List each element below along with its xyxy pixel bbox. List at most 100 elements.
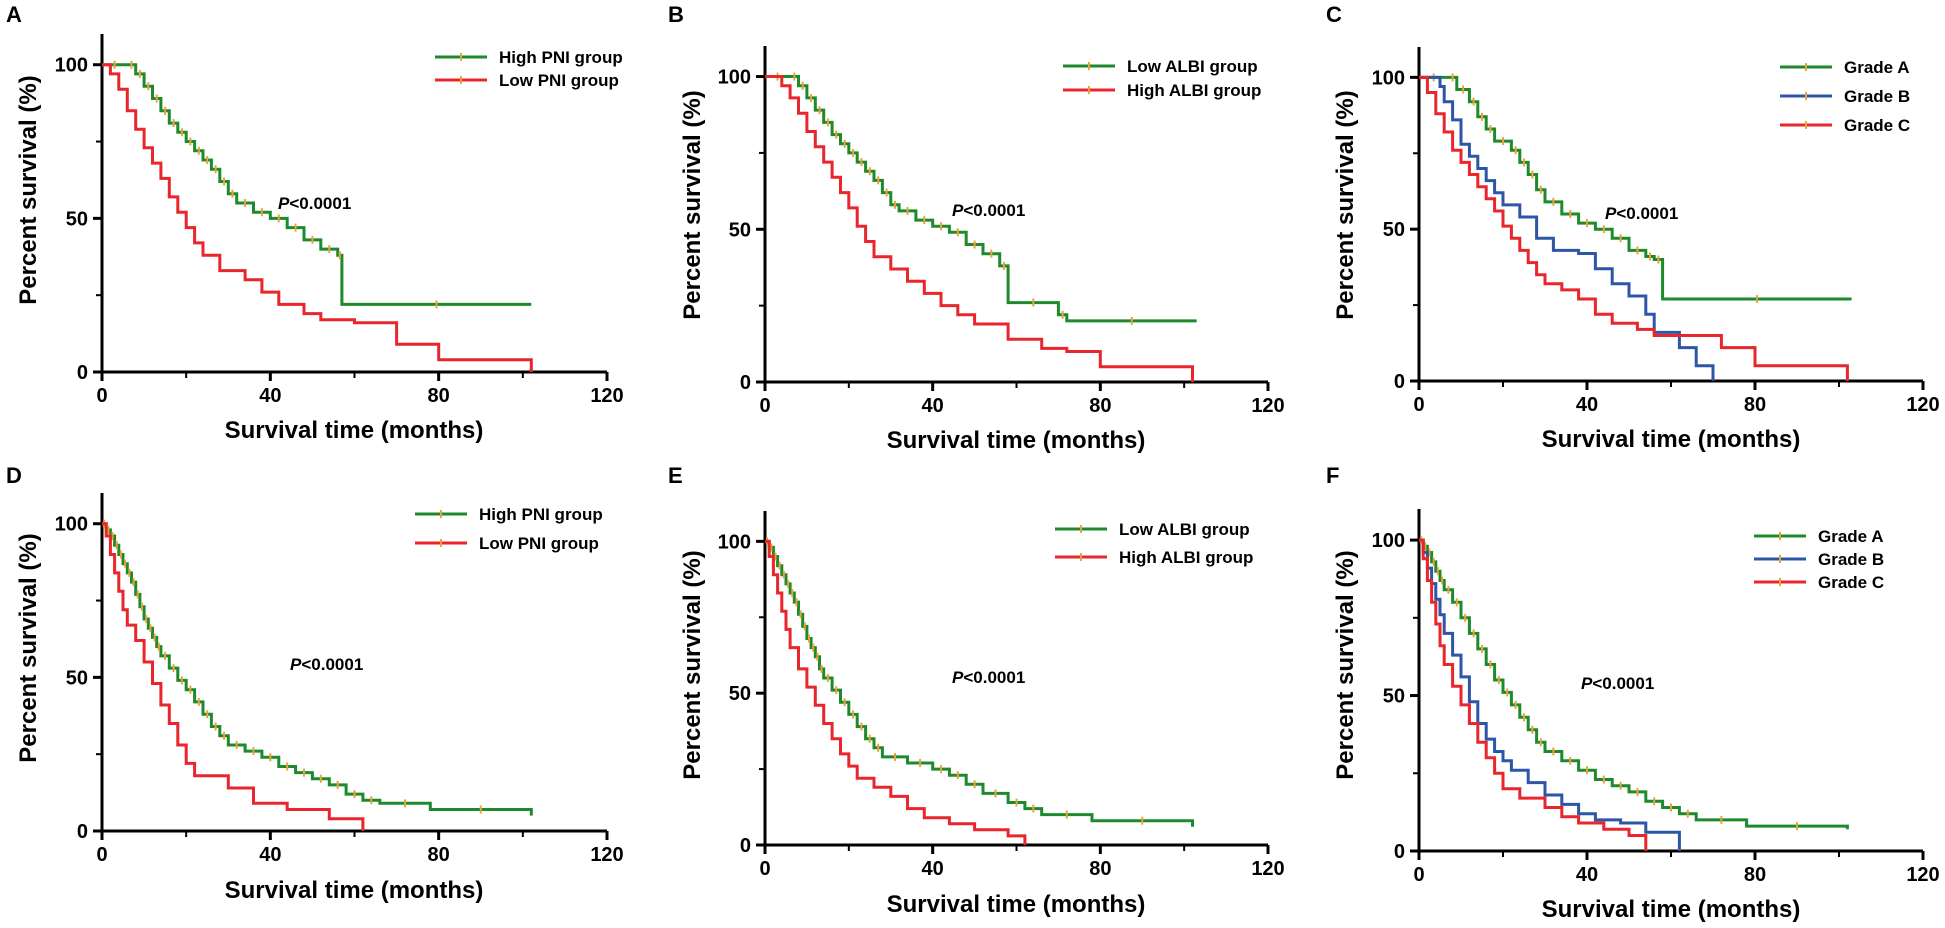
- panel-letter: A: [6, 2, 22, 27]
- p-value-symbol: P: [1605, 204, 1617, 223]
- x-tick-label: 40: [922, 858, 944, 880]
- x-tick-label: 0: [96, 844, 107, 866]
- p-value-symbol: P: [952, 668, 964, 687]
- series-line-grade-b: [1419, 538, 1681, 851]
- y-tick-label: 100: [718, 67, 751, 89]
- p-value-text: <0.0001: [1592, 674, 1654, 693]
- p-value-annotation: P<0.0001: [290, 655, 363, 674]
- panel-b: B 0 40 80 120 0 50 100 Survival time (months) Per…: [668, 2, 1285, 454]
- p-value-text: <0.0001: [963, 201, 1025, 220]
- panel-f: F 0 40 80 120 0 50 100 Survival time (months) Per…: [1326, 463, 1940, 923]
- x-tick-label: 40: [1576, 394, 1598, 416]
- y-tick-label: 50: [1383, 219, 1405, 241]
- y-tick-label: 100: [718, 531, 751, 553]
- y-tick-label: 50: [1383, 686, 1405, 708]
- x-tick-label: 120: [1251, 858, 1284, 880]
- y-tick-label: 0: [1394, 841, 1405, 863]
- legend-label: High PNI group: [479, 505, 603, 524]
- y-tick-label: 100: [1372, 67, 1405, 89]
- panel-letter: C: [1326, 2, 1342, 27]
- x-tick-label: 40: [1576, 864, 1598, 886]
- y-tick-label: 50: [66, 208, 88, 230]
- x-tick-label: 80: [1744, 394, 1766, 416]
- p-value-text: <0.0001: [963, 668, 1025, 687]
- panel-letter: B: [668, 2, 684, 27]
- x-tick-label: 80: [428, 844, 450, 866]
- p-value-text: <0.0001: [301, 655, 363, 674]
- p-value-annotation: P<0.0001: [952, 201, 1025, 220]
- series-line-low-pni-group: [102, 63, 533, 372]
- y-tick-label: 0: [77, 362, 88, 384]
- y-tick-label: 0: [1394, 371, 1405, 393]
- series-line-grade-b: [1419, 75, 1715, 381]
- y-axis-title: Percent survival (%): [15, 75, 42, 304]
- x-tick-label: 80: [1089, 395, 1111, 417]
- x-tick-label: 120: [1251, 395, 1284, 417]
- y-tick-label: 0: [740, 835, 751, 857]
- y-axis-title: Percent survival (%): [679, 90, 706, 319]
- y-tick-label: 100: [55, 55, 88, 77]
- series-line-grade-a: [1419, 538, 1849, 830]
- y-tick-label: 0: [740, 372, 751, 394]
- legend-label: Grade B: [1818, 550, 1884, 569]
- y-axis-title: Percent survival (%): [15, 533, 42, 762]
- legend-label: Grade C: [1818, 573, 1884, 592]
- legend-label: Low ALBI group: [1127, 57, 1258, 76]
- x-axis-title: Survival time (months): [887, 427, 1146, 454]
- x-axis-title: Survival time (months): [887, 891, 1146, 918]
- x-tick-label: 120: [1906, 864, 1939, 886]
- y-axis-title: Percent survival (%): [1332, 90, 1359, 319]
- p-value-symbol: P: [278, 194, 290, 213]
- y-tick-label: 50: [729, 219, 751, 241]
- series-line-low-pni-group: [102, 522, 365, 831]
- x-tick-label: 80: [428, 385, 450, 407]
- legend-label: Low PNI group: [499, 71, 619, 90]
- legend-label: High ALBI group: [1127, 81, 1261, 100]
- p-value-annotation: P<0.0001: [1605, 204, 1678, 223]
- x-tick-label: 0: [1413, 394, 1424, 416]
- legend-label: High ALBI group: [1119, 548, 1253, 567]
- panel-a: A 0 40 80 120 0 50 100 Survival time (months) Per…: [6, 2, 624, 444]
- x-axis-title: Survival time (months): [225, 877, 484, 904]
- series-line-grade-c: [1419, 538, 1648, 851]
- y-tick-label: 50: [729, 683, 751, 705]
- x-tick-label: 0: [1413, 864, 1424, 886]
- legend-label: Low ALBI group: [1119, 520, 1250, 539]
- x-tick-label: 0: [96, 385, 107, 407]
- panel-e: E 0 40 80 120 0 50 100 Survival time (months) Per…: [668, 463, 1285, 918]
- y-tick-label: 100: [55, 514, 88, 536]
- x-tick-label: 80: [1744, 864, 1766, 886]
- legend-label: Grade A: [1844, 58, 1910, 77]
- panel-letter: E: [668, 463, 683, 488]
- x-tick-label: 80: [1089, 858, 1111, 880]
- x-tick-label: 40: [922, 395, 944, 417]
- series-line-high-pni-group: [102, 63, 532, 306]
- x-tick-label: 120: [590, 385, 623, 407]
- y-tick-label: 0: [77, 821, 88, 843]
- series-line-high-albi-group: [765, 75, 1194, 382]
- legend-label: High PNI group: [499, 48, 623, 67]
- series-line-high-albi-group: [765, 539, 1027, 845]
- series-line-high-pni-group: [102, 522, 533, 816]
- y-tick-label: 50: [66, 667, 88, 689]
- series-line-grade-a: [1419, 75, 1852, 301]
- panel-letter: F: [1326, 463, 1339, 488]
- series-line-grade-c: [1419, 75, 1849, 381]
- p-value-text: <0.0001: [289, 194, 351, 213]
- x-tick-label: 40: [259, 385, 281, 407]
- legend-label: Grade A: [1818, 527, 1884, 546]
- x-tick-label: 0: [759, 395, 770, 417]
- p-value-annotation: P<0.0001: [1581, 674, 1654, 693]
- panel-letter: D: [6, 463, 22, 488]
- x-axis-title: Survival time (months): [225, 417, 484, 444]
- p-value-text: <0.0001: [1616, 204, 1678, 223]
- panel-c: C 0 40 80 120 0 50 100 Survival time (months) Per…: [1326, 2, 1940, 453]
- x-tick-label: 0: [759, 858, 770, 880]
- p-value-symbol: P: [1581, 674, 1593, 693]
- y-tick-label: 100: [1372, 530, 1405, 552]
- legend-label: Low PNI group: [479, 534, 599, 553]
- y-axis-title: Percent survival (%): [679, 550, 706, 779]
- x-tick-label: 40: [259, 844, 281, 866]
- series-line-low-albi-group: [765, 75, 1197, 323]
